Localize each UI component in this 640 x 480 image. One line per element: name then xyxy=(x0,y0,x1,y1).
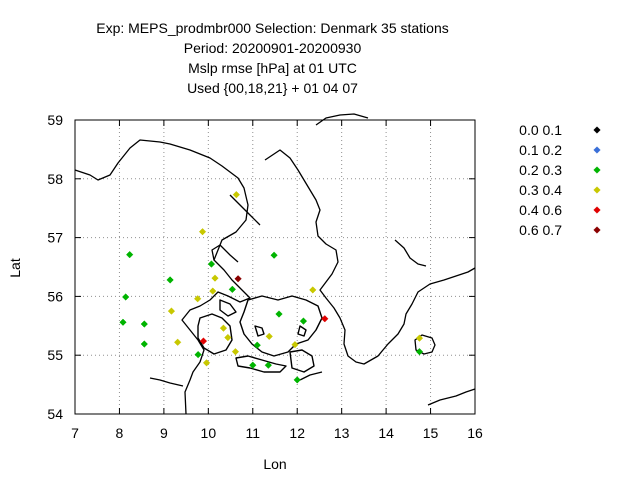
x-tick-label: 14 xyxy=(378,425,394,441)
x-tick-label: 11 xyxy=(246,425,261,441)
station-point xyxy=(202,359,211,367)
station-point xyxy=(253,341,261,349)
station-point xyxy=(198,228,207,236)
y-tick-label: 59 xyxy=(47,112,63,128)
y-tick-label: 58 xyxy=(47,171,63,187)
station-point xyxy=(140,340,148,348)
legend-marker xyxy=(593,166,601,174)
station-point xyxy=(224,333,232,342)
x-tick-label: 15 xyxy=(423,425,439,441)
chart-title-line-4: Used {00,18,21} + 01 04 07 xyxy=(187,80,358,96)
station-point xyxy=(140,320,148,328)
station-point xyxy=(194,295,202,303)
station-point xyxy=(231,348,240,356)
y-tick-label: 54 xyxy=(47,406,63,422)
station-point xyxy=(299,317,308,325)
station-point xyxy=(126,250,134,259)
y-axis-label: Lat xyxy=(7,258,23,278)
station-point xyxy=(207,260,216,268)
x-tick-label: 13 xyxy=(334,425,350,441)
chart-title-line-1: Exp: MEPS_prodmbr000 Selection: Denmark … xyxy=(96,20,449,36)
x-axis-label: Lon xyxy=(263,456,286,472)
station-point xyxy=(415,334,424,342)
plot-frame xyxy=(74,119,476,415)
y-tick-label: 56 xyxy=(47,288,63,304)
station-point xyxy=(166,276,174,284)
legend: 0.0 0.1 0.1 0.2 0.2 0.3 0.3 0.4 0.4 0.6 0.6 0… xyxy=(519,122,601,238)
chart-title-line-3: Mslp rmse [hPa] at 01 UTC xyxy=(188,60,357,76)
station-point xyxy=(209,287,217,295)
x-tick-label: 9 xyxy=(160,425,168,441)
legend-marker xyxy=(593,186,601,194)
station-point xyxy=(293,376,301,384)
legend-label: 0.1 0.2 xyxy=(519,142,562,158)
station-point xyxy=(270,251,278,259)
station-point xyxy=(174,338,182,346)
station-point xyxy=(275,310,283,318)
station-point xyxy=(265,332,273,341)
station-points xyxy=(119,191,424,384)
station-point xyxy=(199,337,208,345)
y-tick-label: 57 xyxy=(47,230,63,246)
danish-islands xyxy=(197,295,323,373)
legend-label: 0.0 0.1 xyxy=(519,122,562,138)
station-point xyxy=(234,275,242,283)
station-point xyxy=(264,361,272,369)
grid-lines xyxy=(75,120,475,414)
legend-marker xyxy=(593,126,601,134)
legend-label: 0.6 0.7 xyxy=(519,222,562,238)
legend-marker xyxy=(593,226,601,234)
legend-marker xyxy=(593,206,601,214)
station-point xyxy=(291,340,299,349)
legend-label: 0.4 0.6 xyxy=(519,202,562,218)
coastline-map xyxy=(74,113,476,415)
y-tick-label: 55 xyxy=(47,347,63,363)
x-tick-label: 16 xyxy=(467,425,483,441)
station-point xyxy=(194,350,202,359)
station-point xyxy=(122,293,130,301)
legend-marker xyxy=(593,146,601,154)
station-point xyxy=(219,324,228,332)
legend-label: 0.2 0.3 xyxy=(519,162,562,178)
x-tick-label: 10 xyxy=(201,425,217,441)
station-point xyxy=(309,286,317,294)
station-point xyxy=(211,274,219,282)
x-tick-label: 7 xyxy=(71,425,79,441)
legend-label: 0.3 0.4 xyxy=(519,182,562,198)
station-point xyxy=(249,361,257,369)
station-point xyxy=(321,315,329,323)
x-tick-label: 12 xyxy=(289,425,305,441)
station-point xyxy=(228,285,236,293)
x-tick-label: 8 xyxy=(116,425,124,441)
chart-title-line-2: Period: 20200901-20200930 xyxy=(183,40,362,56)
station-point xyxy=(167,307,176,315)
station-point xyxy=(119,318,127,326)
station-point xyxy=(232,191,240,199)
station-point xyxy=(415,348,424,356)
